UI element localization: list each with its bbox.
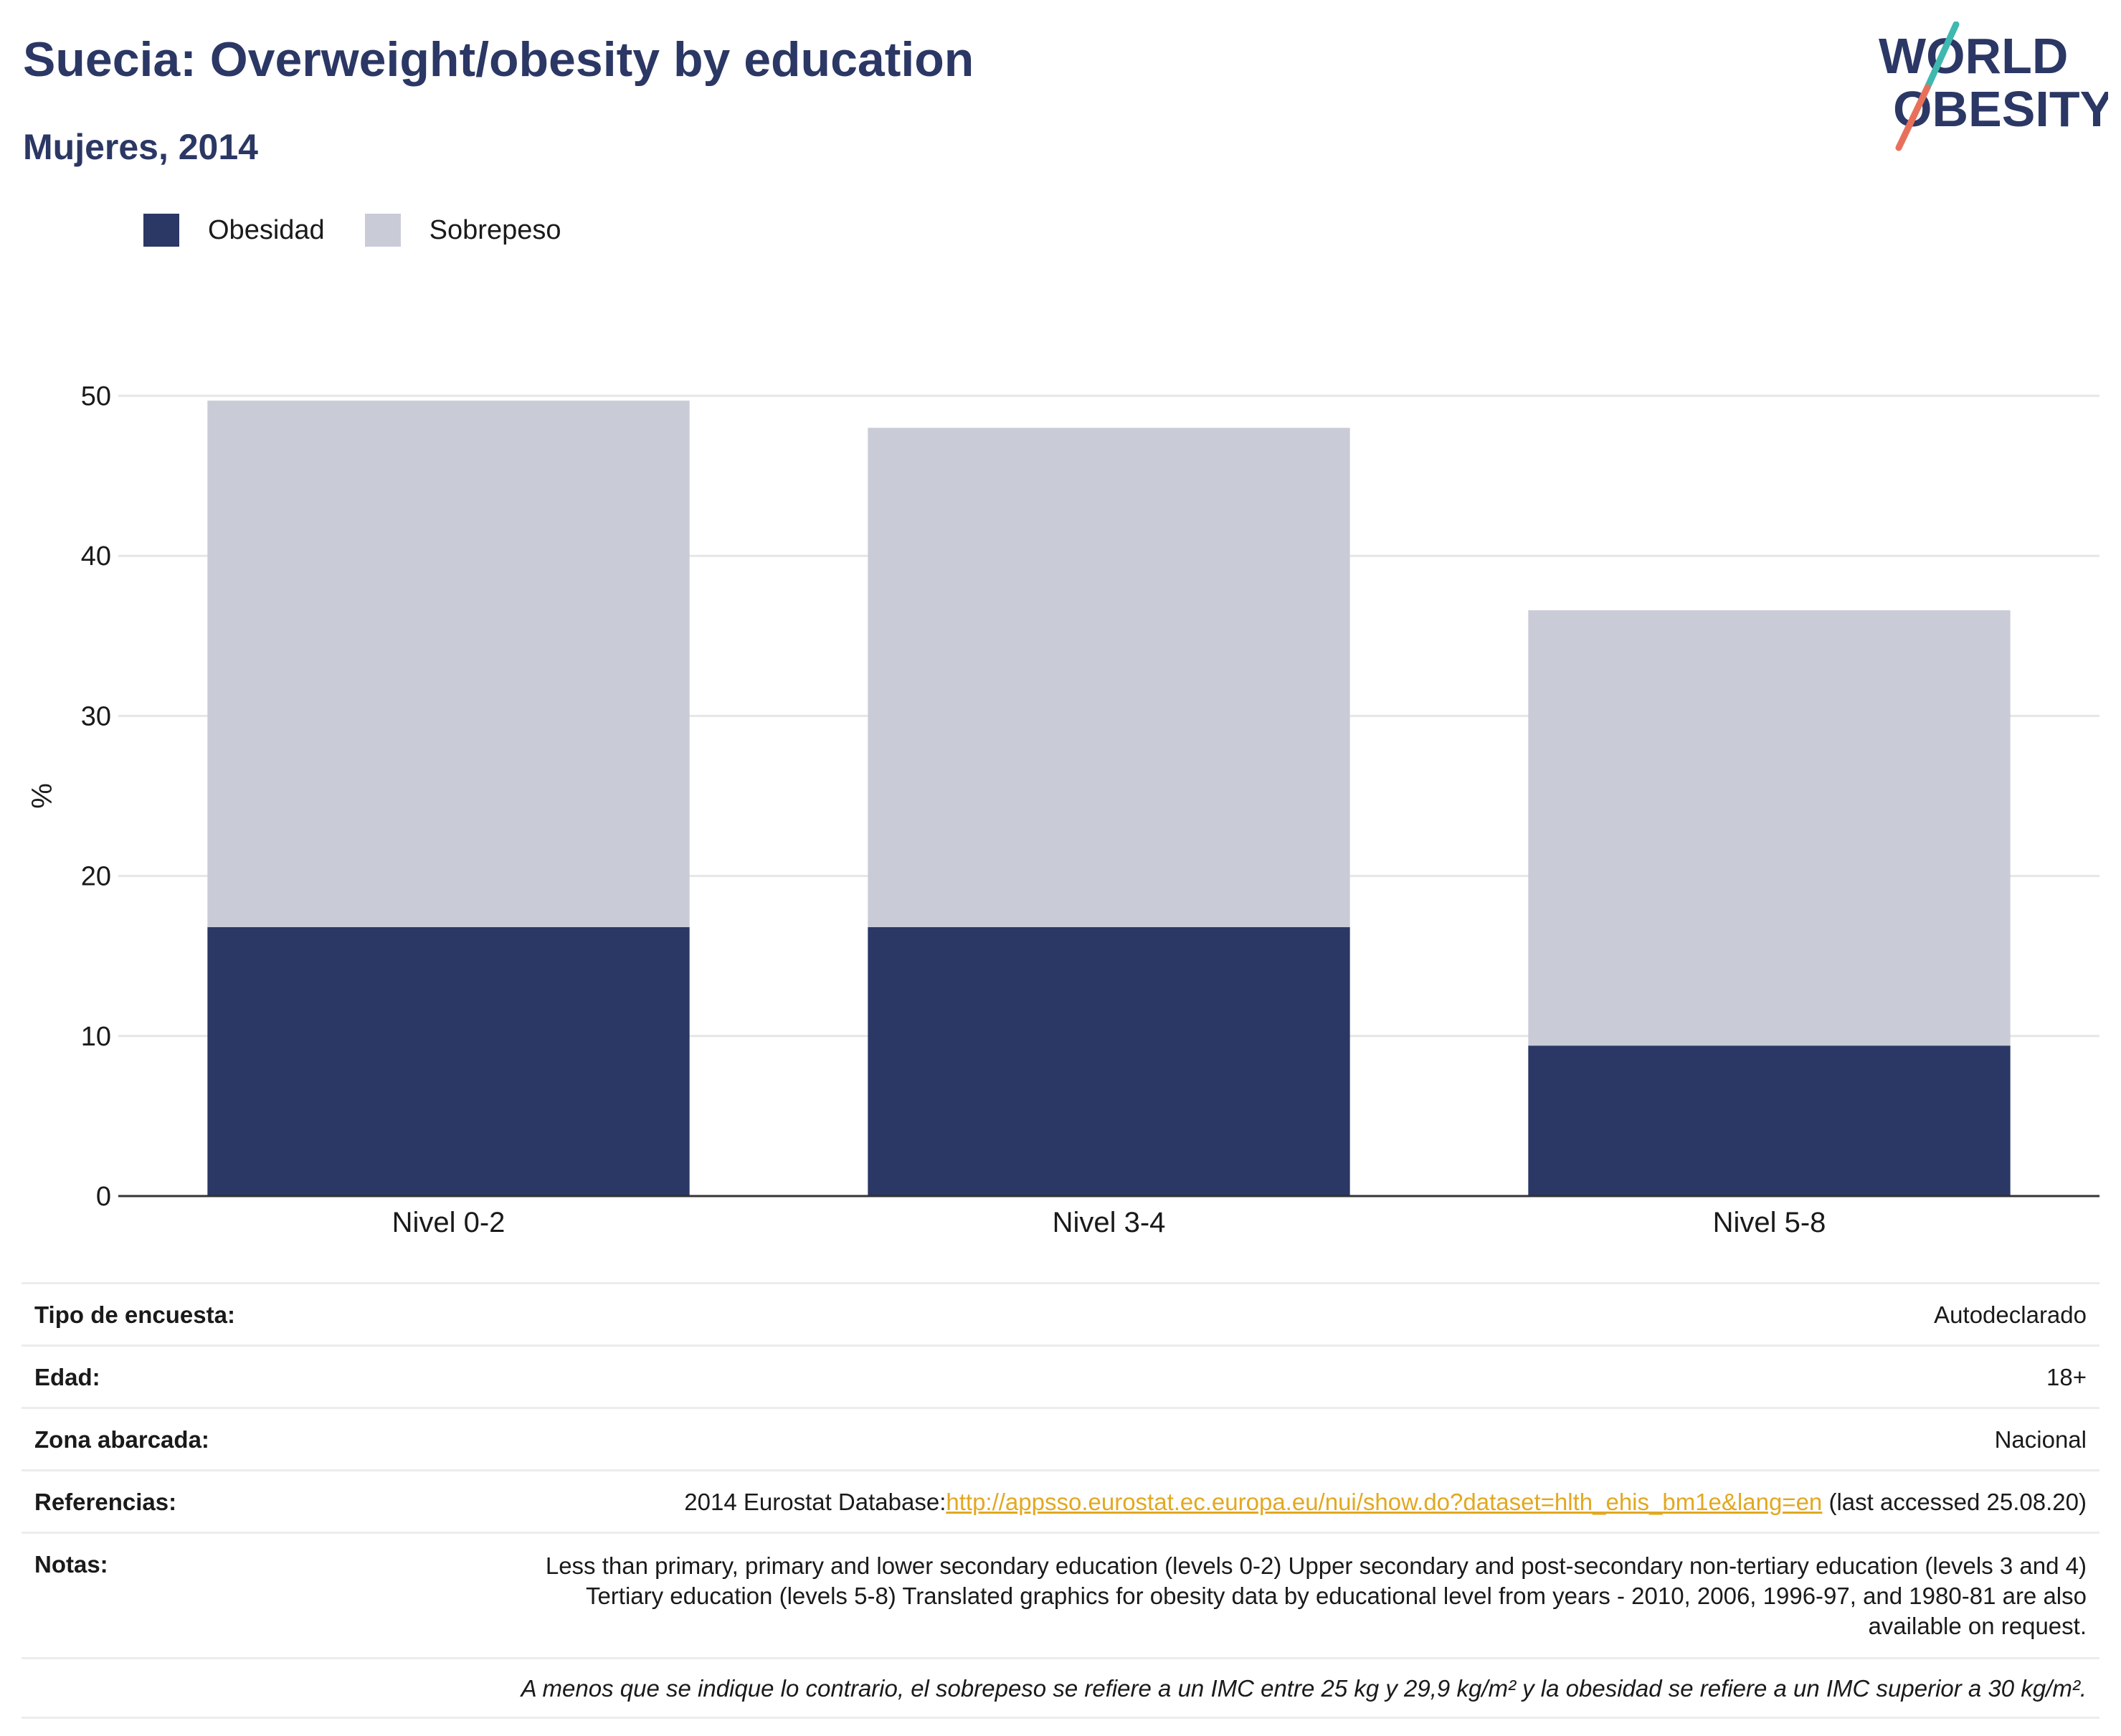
meta-row-area: Zona abarcada: Nacional — [22, 1407, 2099, 1469]
stacked-bar-chart: 0 10 20 30 40 50% Nivel 0-2 Nivel 3-4 Nivel 5-8 — [27, 381, 2099, 1238]
y-tick-label: 10 — [81, 1022, 111, 1052]
meta-row-notes: Notas: Less than primary, primary and lo… — [22, 1532, 2099, 1657]
reference-suffix: (last accessed 25.08.20) — [1822, 1489, 2087, 1515]
meta-value-age: 18+ — [2046, 1364, 2087, 1390]
logo-slash-teal — [1924, 22, 1960, 91]
reference-prefix: 2014 Eurostat Database: — [684, 1489, 946, 1515]
legend-label-obesity: Obesidad — [208, 214, 325, 245]
legend-swatch-obesity — [143, 214, 179, 247]
reference-link[interactable]: http://appsso.eurostat.ec.europa.eu/nui/… — [946, 1489, 1823, 1515]
legend-label-overweight: Sobrepeso — [429, 214, 561, 245]
meta-value-survey-type: Autodeclarado — [1934, 1301, 2087, 1328]
bar-obesity — [207, 927, 690, 1196]
metadata-table: Tipo de encuesta: Autodeclarado Edad: 18… — [22, 1282, 2099, 1719]
meta-label-area: Zona abarcada: — [34, 1426, 209, 1453]
meta-value-area: Nacional — [1994, 1426, 2087, 1453]
meta-row-age: Edad: 18+ — [22, 1344, 2099, 1407]
y-tick-label: 20 — [81, 862, 111, 892]
meta-value-notes: Less than primary, primary and lower sec… — [545, 1552, 2087, 1639]
y-tick-label: 30 — [81, 701, 111, 731]
meta-label-age: Edad: — [34, 1364, 100, 1390]
bar-obesity — [868, 927, 1350, 1196]
chart-subtitle: Mujeres, 2014 — [23, 127, 258, 167]
meta-row-survey-type: Tipo de encuesta: Autodeclarado — [22, 1282, 2099, 1344]
y-tick-label: 40 — [81, 541, 111, 571]
x-tick-label: Nivel 5-8 — [1713, 1207, 1826, 1238]
bar-overweight — [868, 427, 1350, 928]
legend-item-overweight[interactable]: Sobrepeso — [364, 214, 561, 247]
legend-item-obesity[interactable]: Obesidad — [143, 214, 325, 247]
logo-slash-coral — [1895, 84, 1931, 151]
bar-overweight — [1528, 610, 2011, 1046]
logo-text-world: WORLD — [1879, 28, 2068, 84]
world-obesity-logo: WORLD OBESITY — [1879, 22, 2108, 151]
bar-obesity — [1528, 1045, 2011, 1196]
meta-label-notes: Notas: — [34, 1551, 108, 1578]
meta-row-references: Referencias: 2014 Eurostat Database:http… — [22, 1469, 2099, 1532]
chart-title: Suecia: Overweight/obesity by education — [23, 32, 974, 87]
x-tick-label: Nivel 3-4 — [1053, 1207, 1166, 1238]
meta-label-survey-type: Tipo de encuesta: — [34, 1301, 235, 1328]
y-tick-label: 50 — [81, 381, 111, 412]
y-tick-label: 0 — [96, 1182, 111, 1212]
meta-label-references: Referencias: — [34, 1489, 177, 1515]
bar-overweight — [207, 400, 690, 928]
legend-swatch-overweight — [364, 214, 401, 247]
meta-value-references: 2014 Eurostat Database:http://appsso.eur… — [684, 1489, 2087, 1516]
chart-legend: Obesidad Sobrepeso — [143, 214, 601, 247]
y-axis-label: % — [27, 783, 58, 809]
definition-footnote: A menos que se indique lo contrario, el … — [22, 1657, 2099, 1719]
x-tick-label: Nivel 0-2 — [392, 1207, 506, 1238]
